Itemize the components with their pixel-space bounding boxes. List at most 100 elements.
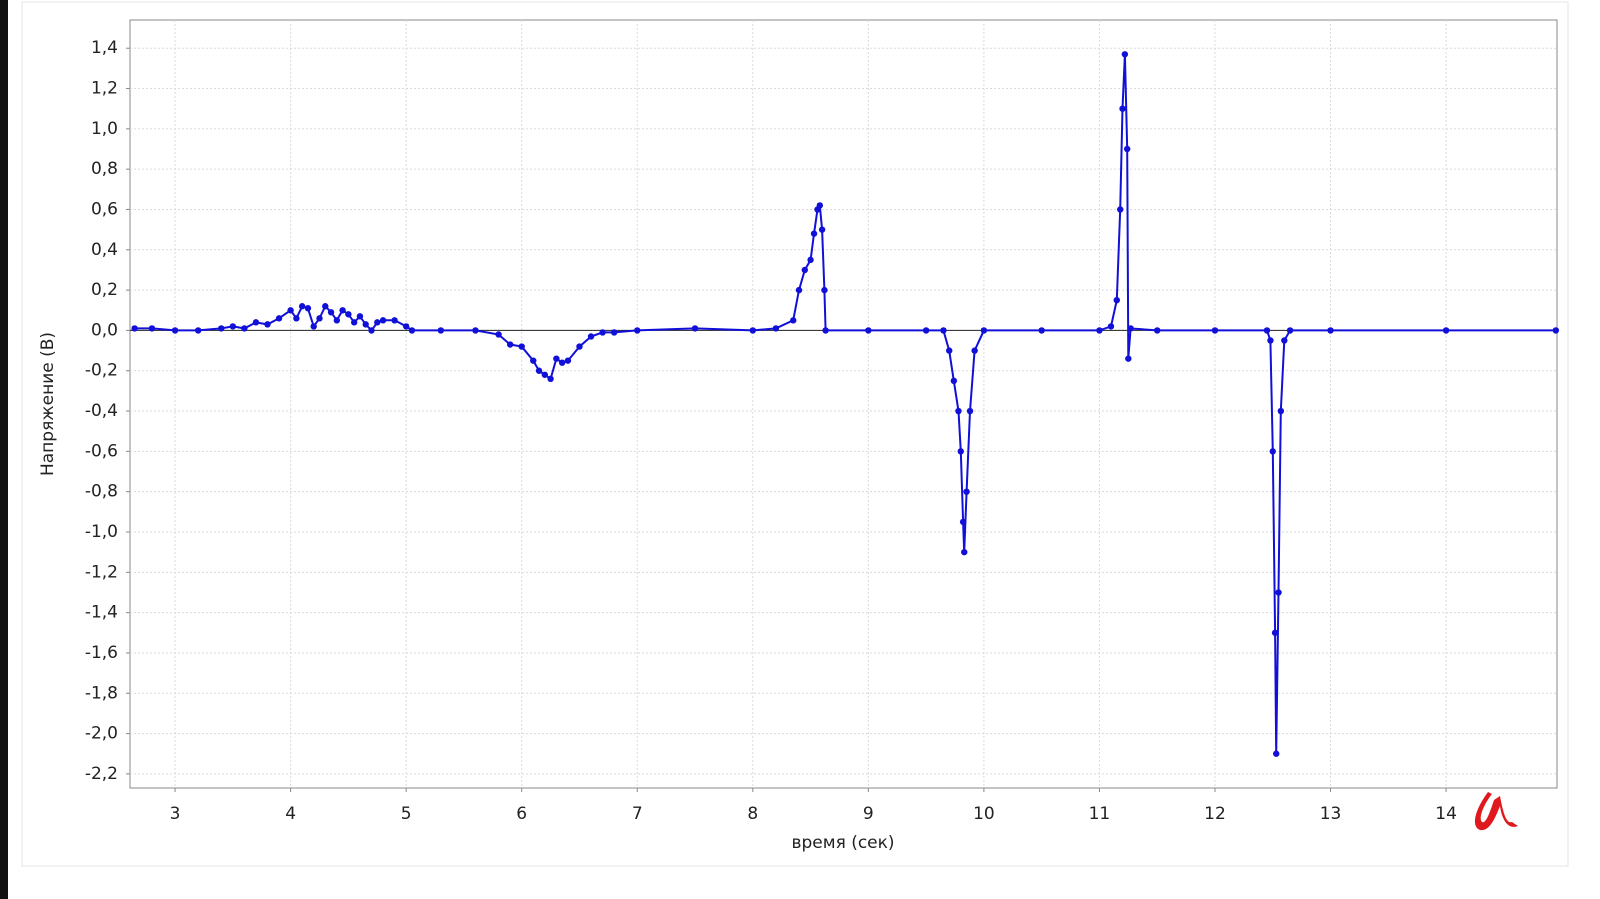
data-point	[402, 323, 410, 330]
data-point	[530, 357, 537, 364]
data-point	[333, 317, 341, 324]
data-point	[472, 327, 479, 334]
data-point	[316, 315, 323, 322]
data-point	[963, 488, 970, 495]
left-edge	[0, 0, 8, 899]
data-point	[1267, 337, 1274, 344]
data-point	[148, 325, 156, 332]
data-point	[1154, 327, 1161, 334]
data-point	[1123, 145, 1131, 153]
data-point	[961, 548, 968, 556]
data-point	[229, 323, 237, 330]
x-axis-label: время (сек)	[791, 833, 894, 853]
data-point	[790, 317, 797, 324]
data-point	[1271, 629, 1279, 636]
y-tick-label: -2,2	[85, 764, 118, 784]
data-point	[287, 307, 294, 314]
data-point	[564, 357, 572, 364]
data-point	[275, 315, 283, 322]
data-point	[810, 230, 818, 237]
data-point	[795, 286, 803, 294]
data-point	[966, 407, 974, 415]
data-point	[1442, 327, 1450, 334]
data-point	[1038, 327, 1045, 334]
data-point	[749, 327, 756, 334]
data-point	[1121, 51, 1129, 58]
data-point	[1269, 448, 1276, 455]
data-point	[1277, 407, 1285, 415]
data-point	[822, 327, 829, 334]
data-point	[955, 407, 962, 415]
data-point	[310, 323, 317, 330]
y-axis-label: Напряжение (В)	[38, 332, 58, 476]
x-tick-label: 14	[1435, 804, 1457, 824]
x-tick-label: 7	[632, 804, 643, 824]
data-point	[1119, 105, 1126, 112]
data-point	[339, 307, 346, 314]
data-point	[356, 313, 364, 320]
data-point	[293, 315, 300, 322]
data-point	[518, 343, 525, 350]
data-point	[558, 359, 566, 366]
x-tick-label: 5	[401, 804, 412, 824]
data-point	[218, 325, 225, 332]
data-point	[957, 448, 964, 455]
y-tick-label: -0,4	[85, 401, 118, 421]
data-point	[1552, 327, 1560, 334]
data-point	[816, 202, 824, 209]
data-point	[576, 343, 583, 350]
y-tick-label: 1,2	[91, 79, 118, 99]
y-tick-label: 0,2	[91, 280, 118, 300]
data-point	[304, 305, 312, 312]
data-point	[1127, 325, 1134, 332]
data-point	[980, 327, 988, 334]
y-tick-label: -2,0	[85, 724, 118, 744]
data-point	[1096, 327, 1103, 334]
data-point	[587, 333, 595, 340]
data-point	[772, 325, 780, 332]
data-point	[1107, 323, 1115, 330]
data-point	[379, 317, 387, 324]
y-tick-label: 1,0	[91, 119, 118, 139]
data-point	[922, 327, 930, 334]
data-point	[495, 331, 502, 338]
data-point	[362, 321, 369, 328]
data-point	[374, 319, 381, 326]
y-tick-label: -0,6	[85, 441, 118, 461]
data-point	[807, 256, 814, 264]
data-point	[368, 327, 375, 334]
y-tick-label: 0,0	[91, 320, 118, 340]
data-point	[1263, 327, 1271, 334]
data-point	[610, 329, 618, 336]
y-tick-label: 0,8	[91, 159, 118, 179]
data-point	[131, 325, 138, 332]
y-tick-label: -0,2	[85, 361, 118, 381]
data-point	[553, 355, 560, 362]
data-point	[950, 377, 958, 385]
data-point	[194, 327, 202, 334]
y-tick-label: 0,6	[91, 199, 118, 219]
data-point	[298, 303, 306, 310]
x-tick-label: 11	[1089, 804, 1111, 824]
y-tick-label: -1,8	[85, 683, 118, 703]
data-point	[327, 309, 335, 316]
data-point	[691, 325, 699, 332]
x-tick-label: 10	[973, 804, 995, 824]
data-point	[940, 327, 947, 334]
x-tick-label: 4	[285, 804, 296, 824]
y-tick-label: -1,4	[85, 603, 118, 623]
data-point	[1327, 327, 1334, 334]
data-point	[408, 327, 416, 334]
data-point	[1211, 327, 1219, 334]
data-point	[959, 518, 967, 526]
logo	[1474, 792, 1518, 831]
y-tick-label: -1,6	[85, 643, 118, 663]
data-point	[1273, 750, 1280, 757]
data-point	[322, 303, 329, 310]
data-point	[801, 266, 808, 274]
data-point	[971, 347, 978, 354]
data-point	[1275, 589, 1282, 596]
data-point	[506, 341, 514, 348]
